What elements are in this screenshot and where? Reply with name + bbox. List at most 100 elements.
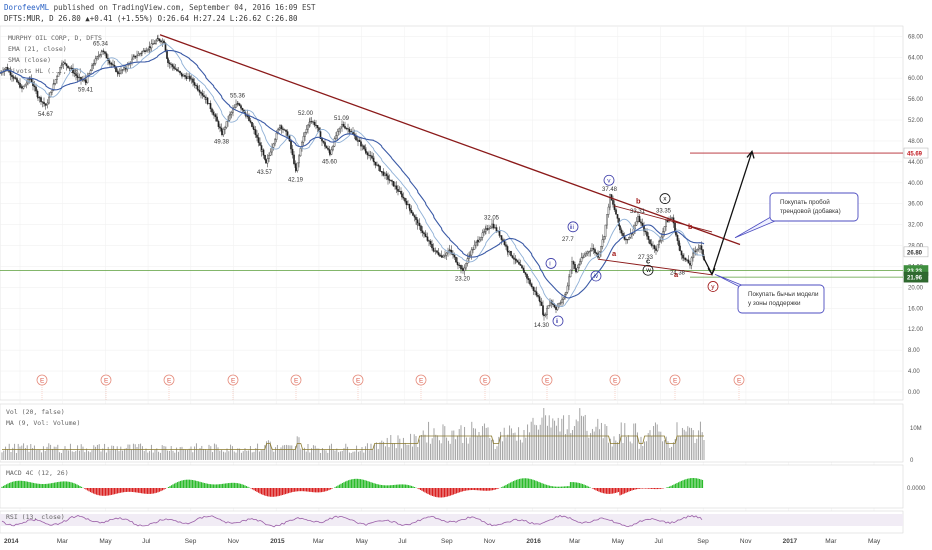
wave-label[interactable]: c <box>646 256 650 265</box>
study-sma[interactable]: SMA (close) <box>8 56 51 64</box>
earnings-marker[interactable] <box>733 374 745 386</box>
time-tick-label: Sep <box>185 538 197 545</box>
candle-body <box>579 261 581 265</box>
candle-body <box>54 79 57 84</box>
sma-line[interactable] <box>0 43 705 308</box>
earnings-marker[interactable] <box>227 374 239 386</box>
study-rsi[interactable]: RSI (13, close) <box>6 513 65 521</box>
channel-upper-line[interactable] <box>613 205 713 233</box>
earnings-marker[interactable] <box>415 374 427 386</box>
candle-body <box>499 235 501 237</box>
candle-body <box>327 147 329 150</box>
candle-body <box>342 123 345 127</box>
candle-body <box>230 112 233 115</box>
candle-body <box>519 264 522 266</box>
candle-body <box>290 140 292 150</box>
study-vol[interactable]: Vol (20, false) <box>6 408 65 416</box>
ema-line[interactable] <box>0 49 705 299</box>
price-axis[interactable]: 68.00 64.00 60.00 56.00 52.00 48.00 44.00 40.00… <box>903 34 929 396</box>
wave-label[interactable]: b <box>636 197 641 206</box>
earnings-marker[interactable] <box>290 374 302 386</box>
volume-pane[interactable]: Vol (20, false) MA (9, Vol: Volume) 10M … <box>0 403 922 464</box>
callout-box[interactable] <box>769 192 859 222</box>
wave-label[interactable]: i <box>549 260 550 267</box>
candle-body <box>37 96 39 98</box>
wave-label[interactable]: w <box>645 267 651 274</box>
candle-body <box>104 51 106 54</box>
earnings-marker[interactable] <box>352 374 364 386</box>
candle-body <box>25 82 28 86</box>
candle-body <box>658 241 660 246</box>
candle-body <box>398 191 401 193</box>
earnings-marker[interactable] <box>163 374 175 386</box>
wave-label[interactable]: y <box>711 283 715 290</box>
price-badge-label: 26.80 <box>907 250 923 256</box>
earnings-label: E <box>419 378 424 385</box>
candle-body <box>65 63 68 67</box>
price-annotation: 33.31 <box>630 209 646 215</box>
channel-lower-line[interactable] <box>597 258 713 276</box>
candle-body <box>441 255 443 258</box>
earnings-label: E <box>40 378 45 385</box>
author-name[interactable]: DorofeevML <box>4 3 50 12</box>
earnings-marker[interactable] <box>609 374 621 386</box>
candle-body <box>152 43 154 45</box>
candle-body <box>200 92 202 94</box>
candle-body <box>397 188 399 192</box>
earnings-marker[interactable] <box>541 374 553 386</box>
wave-label[interactable]: iv <box>594 273 599 280</box>
candle-body <box>184 75 186 77</box>
earnings-marker[interactable] <box>669 374 681 386</box>
wave-label[interactable]: a <box>612 249 617 258</box>
price-tick-label: 8.00 <box>908 348 920 354</box>
candle-body <box>478 239 481 243</box>
candle-body <box>61 63 63 66</box>
wave-label[interactable]: v <box>607 177 611 184</box>
candle-body <box>193 82 196 86</box>
candle-body <box>369 155 372 157</box>
wave-label[interactable]: x <box>663 196 667 203</box>
price-tick-label: 44.00 <box>908 160 924 166</box>
candle-body <box>485 228 487 230</box>
price-annotation: 42.19 <box>288 177 304 183</box>
study-macd[interactable]: MACD 4C (12, 26) <box>6 469 69 477</box>
candle-body <box>235 104 237 108</box>
callout-box[interactable] <box>737 284 825 314</box>
wave-label[interactable]: ii <box>556 318 559 325</box>
candle-body <box>312 121 314 123</box>
rsi-pane[interactable]: RSI (13, close) <box>0 510 904 534</box>
candle-body <box>78 76 81 78</box>
candle-body <box>118 72 121 74</box>
volume-ma-line[interactable] <box>2 435 704 450</box>
earnings-label: E <box>356 378 361 385</box>
price-tick-label: 40.00 <box>908 181 924 187</box>
earnings-marker[interactable] <box>36 374 48 386</box>
study-pivots[interactable]: Pivots HL (..., 20) <box>8 67 82 75</box>
candle-body <box>553 304 556 308</box>
candle-body <box>73 72 76 74</box>
earnings-marker[interactable] <box>100 374 112 386</box>
candle-body <box>683 257 685 259</box>
wave-label[interactable]: a <box>674 270 679 279</box>
candle-body <box>394 185 396 187</box>
study-ema[interactable]: EMA (21, close) <box>8 45 67 53</box>
candle-body <box>185 76 188 79</box>
candle-body <box>620 229 623 234</box>
rsi-series[interactable] <box>1 514 703 528</box>
study-ma[interactable]: MA (9, Vol: Volume) <box>6 419 80 427</box>
time-axis[interactable]: 2014 Mar May Jul Sep Nov 2015 Mar May Jul Sep Nov 20… <box>4 538 881 545</box>
wave-label[interactable]: iii <box>570 224 574 231</box>
vol-axis-10m: 10M <box>910 426 922 432</box>
candle-body <box>434 250 437 252</box>
earnings-marker[interactable] <box>479 374 491 386</box>
candle-body <box>659 240 661 242</box>
downtrend-line[interactable] <box>159 34 741 246</box>
candle-body <box>671 217 673 219</box>
candle-body <box>388 179 391 181</box>
candle-body <box>407 204 409 206</box>
candle-body <box>559 302 562 304</box>
macd-pane[interactable]: MACD 4C (12, 26) 0.0000 <box>0 464 926 509</box>
candle-body <box>506 246 509 252</box>
wave-label[interactable]: b <box>688 222 693 231</box>
